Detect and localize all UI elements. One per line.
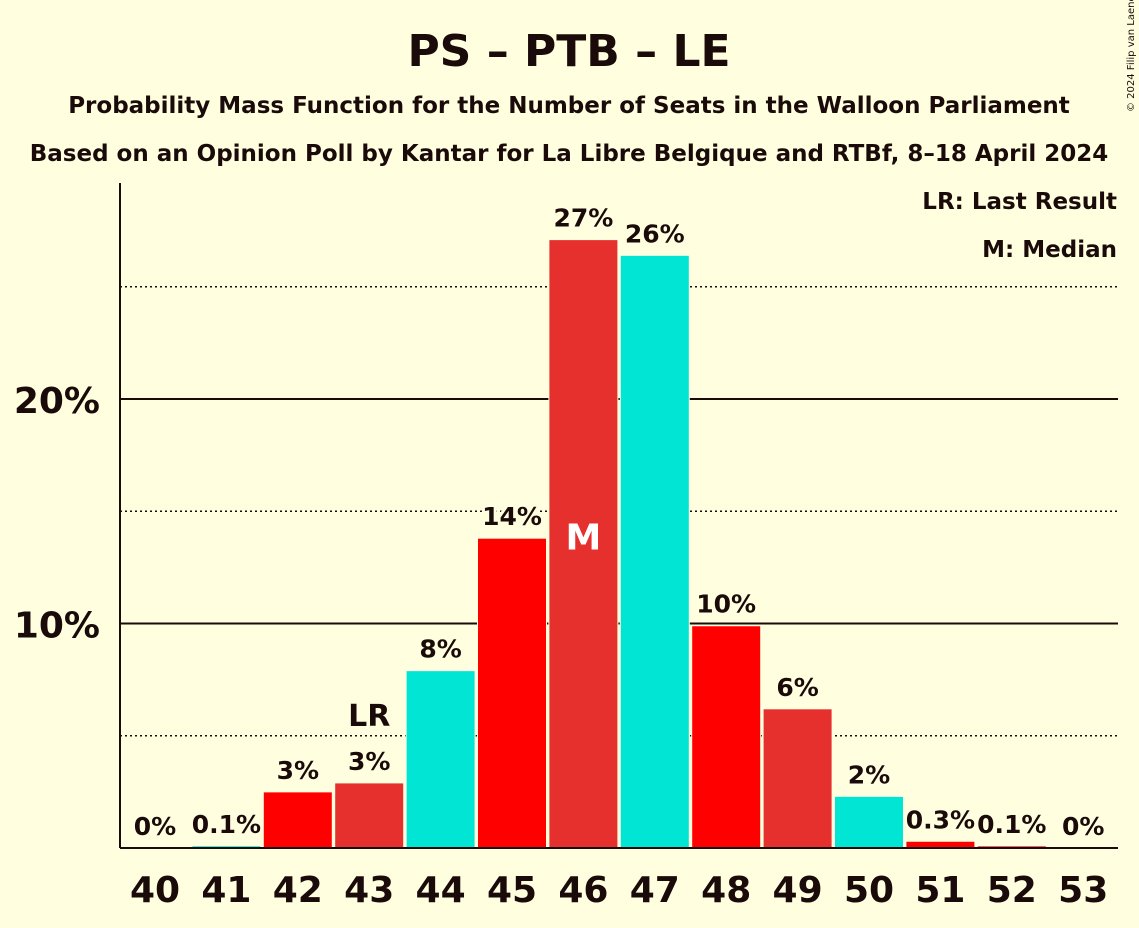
- bar: [477, 537, 547, 849]
- bar: [262, 791, 333, 849]
- x-tick-label: 42: [273, 870, 323, 911]
- x-tick-label: 45: [487, 870, 537, 911]
- legend-median: M: Median: [982, 237, 1117, 263]
- x-tick-label: 53: [1058, 870, 1108, 911]
- x-tick-label: 46: [558, 870, 608, 911]
- y-tick-label: 20%: [14, 381, 100, 422]
- chart-subtitle: Probability Mass Function for the Number…: [68, 93, 1070, 119]
- legend-last-result: LR: Last Result: [922, 189, 1117, 215]
- x-tick-label: 49: [773, 870, 823, 911]
- bar-value-label: 0.1%: [977, 810, 1046, 839]
- x-tick-label: 52: [987, 870, 1037, 911]
- bar-value-label: 0.3%: [906, 805, 975, 834]
- y-tick-label: 10%: [14, 606, 100, 647]
- copyright-text: © 2024 Filip van Laenen: [1126, 0, 1137, 112]
- labels-layer: 0% 0.1%3% 3%LR8%14%27%M26%10%6%2%0.3% 0.1% 0…: [131, 201, 1108, 844]
- chart-title: PS – PTB – LE: [407, 26, 730, 77]
- x-tick-label: 43: [344, 870, 394, 911]
- bar-value-label: 3%: [348, 747, 390, 776]
- bar: [548, 239, 619, 849]
- bar-value-label: 8%: [419, 635, 461, 664]
- bar-value-label: 27%: [553, 204, 613, 233]
- bar: [691, 625, 762, 849]
- bar: [762, 708, 833, 849]
- bar: [905, 840, 976, 849]
- bar: [619, 254, 690, 849]
- bar-value-label: 6%: [776, 673, 818, 702]
- grid-layer: [120, 286, 1118, 737]
- bar: [405, 670, 476, 849]
- chart-subtitle-source: Based on an Opinion Poll by Kantar for L…: [30, 141, 1108, 167]
- bar-value-label: 0.1%: [192, 810, 261, 839]
- bars-layer: [191, 239, 1047, 849]
- x-tick-label: 48: [701, 870, 751, 911]
- x-tick-label: 51: [915, 870, 965, 911]
- bar-value-label: 0%: [134, 812, 176, 841]
- axis-layer: 10% 20% 40 41 42 43 44 45 46 47 48 49 50 51 52 53: [14, 183, 1118, 911]
- bar-value-label: 14%: [482, 502, 542, 531]
- bar: [334, 782, 405, 849]
- bar-value-label: 26%: [625, 219, 685, 248]
- bar-value-label: 3%: [277, 756, 319, 785]
- last-result-marker: LR: [348, 699, 390, 734]
- x-tick-label: 44: [416, 870, 466, 911]
- x-tick-label: 50: [844, 870, 894, 911]
- x-tick-label: 47: [630, 870, 680, 911]
- x-tick-label: 40: [130, 870, 180, 911]
- x-tick-label: 41: [201, 870, 251, 911]
- bar: [834, 795, 904, 849]
- median-marker: M: [565, 517, 601, 558]
- bar-value-label: 10%: [696, 590, 756, 619]
- bar-value-label: 0%: [1062, 812, 1104, 841]
- bar-value-label: 2%: [848, 760, 890, 789]
